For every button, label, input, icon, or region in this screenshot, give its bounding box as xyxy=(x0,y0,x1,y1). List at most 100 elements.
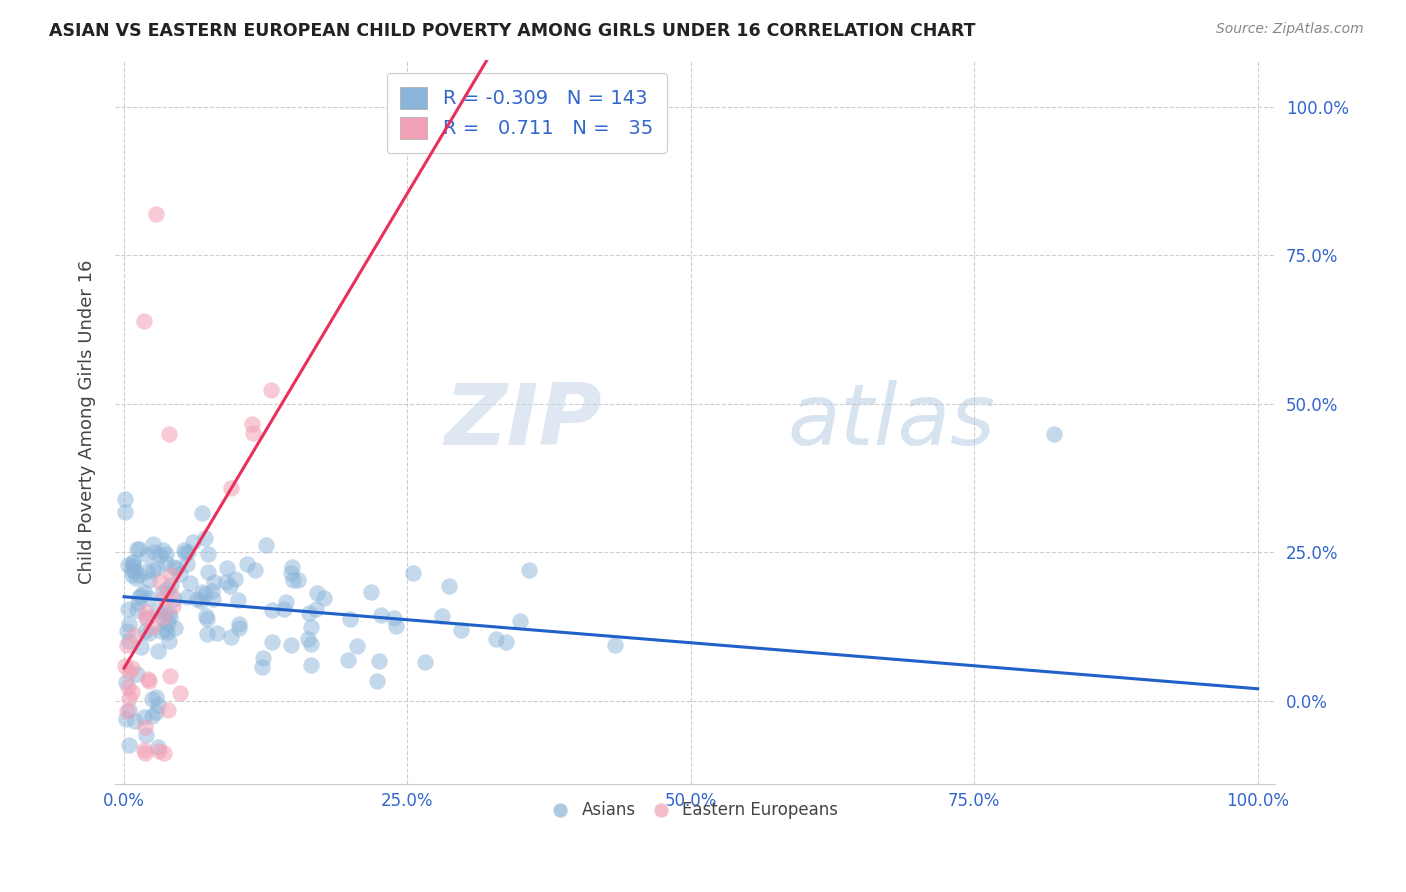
Point xyxy=(135,610,157,624)
Point xyxy=(128,542,150,557)
Point xyxy=(136,610,159,624)
Point xyxy=(145,561,167,575)
Point xyxy=(132,742,155,756)
Point xyxy=(280,566,302,580)
Text: Source: ZipAtlas.com: Source: ZipAtlas.com xyxy=(1216,22,1364,37)
Y-axis label: Child Poverty Among Girls Under 16: Child Poverty Among Girls Under 16 xyxy=(79,260,96,584)
Point xyxy=(260,383,283,397)
Point xyxy=(118,616,141,631)
Point xyxy=(136,564,159,578)
Point xyxy=(114,505,136,519)
Point xyxy=(152,584,174,599)
Point xyxy=(150,624,173,638)
Point xyxy=(195,612,218,626)
Point xyxy=(176,591,198,605)
Point xyxy=(314,591,336,605)
Point xyxy=(121,563,143,577)
Point xyxy=(121,556,143,570)
Point xyxy=(281,560,304,574)
Text: ASIAN VS EASTERN EUROPEAN CHILD POVERTY AMONG GIRLS UNDER 16 CORRELATION CHART: ASIAN VS EASTERN EUROPEAN CHILD POVERTY … xyxy=(49,22,976,40)
Point xyxy=(305,602,328,616)
Point xyxy=(276,595,298,609)
Point xyxy=(157,703,180,717)
Point xyxy=(197,547,219,561)
Point xyxy=(254,539,277,553)
Point xyxy=(174,546,197,560)
Point xyxy=(142,545,165,559)
Point xyxy=(142,536,165,550)
Point xyxy=(201,591,224,606)
Point xyxy=(224,573,246,587)
Point xyxy=(297,632,319,647)
Point xyxy=(128,591,150,605)
Point xyxy=(141,708,163,723)
Point xyxy=(215,574,238,589)
Point xyxy=(242,425,264,440)
Text: ZIP: ZIP xyxy=(444,380,602,463)
Point xyxy=(124,565,146,579)
Point xyxy=(122,628,145,642)
Point xyxy=(159,578,181,592)
Point xyxy=(1042,426,1064,441)
Point xyxy=(142,563,165,577)
Point xyxy=(273,602,295,616)
Point xyxy=(177,545,200,559)
Point xyxy=(134,720,156,734)
Point xyxy=(136,673,159,687)
Point xyxy=(118,665,141,680)
Point xyxy=(136,549,159,563)
Point xyxy=(202,575,225,590)
Point xyxy=(135,728,157,742)
Point xyxy=(299,620,322,634)
Point xyxy=(125,571,148,585)
Point xyxy=(134,624,156,638)
Point xyxy=(117,703,139,717)
Point xyxy=(145,207,167,221)
Point xyxy=(155,606,177,620)
Point xyxy=(157,606,180,620)
Point xyxy=(280,638,302,652)
Point xyxy=(114,659,136,673)
Point xyxy=(115,624,138,639)
Point xyxy=(127,603,149,617)
Point xyxy=(169,566,191,581)
Point xyxy=(152,610,174,624)
Point xyxy=(152,543,174,558)
Point xyxy=(163,560,186,574)
Point xyxy=(517,563,540,577)
Point xyxy=(156,625,179,640)
Point xyxy=(160,587,183,601)
Point xyxy=(509,614,531,628)
Point xyxy=(385,619,408,633)
Point xyxy=(121,685,143,699)
Point xyxy=(155,556,177,570)
Point xyxy=(138,625,160,640)
Point xyxy=(135,605,157,619)
Point xyxy=(360,584,382,599)
Point xyxy=(149,574,172,589)
Point xyxy=(121,568,143,582)
Point xyxy=(155,547,177,561)
Point xyxy=(159,568,181,582)
Point xyxy=(243,563,266,577)
Point xyxy=(159,668,181,682)
Point xyxy=(283,574,305,588)
Point xyxy=(148,739,170,754)
Legend: Asians, Eastern Europeans: Asians, Eastern Europeans xyxy=(544,795,845,826)
Point xyxy=(141,619,163,633)
Point xyxy=(141,692,163,706)
Point xyxy=(125,541,148,556)
Point xyxy=(138,673,160,688)
Point xyxy=(219,482,242,496)
Point xyxy=(240,417,263,431)
Point xyxy=(173,543,195,558)
Point xyxy=(299,636,322,650)
Point xyxy=(221,630,243,644)
Point xyxy=(195,627,218,641)
Point xyxy=(134,746,156,760)
Point xyxy=(122,559,145,574)
Point xyxy=(299,658,322,673)
Point xyxy=(125,667,148,681)
Point xyxy=(121,661,143,675)
Point xyxy=(159,426,181,441)
